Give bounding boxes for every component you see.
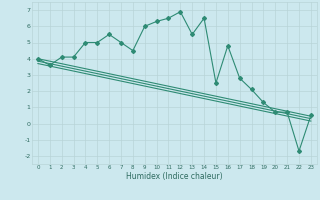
- X-axis label: Humidex (Indice chaleur): Humidex (Indice chaleur): [126, 172, 223, 181]
